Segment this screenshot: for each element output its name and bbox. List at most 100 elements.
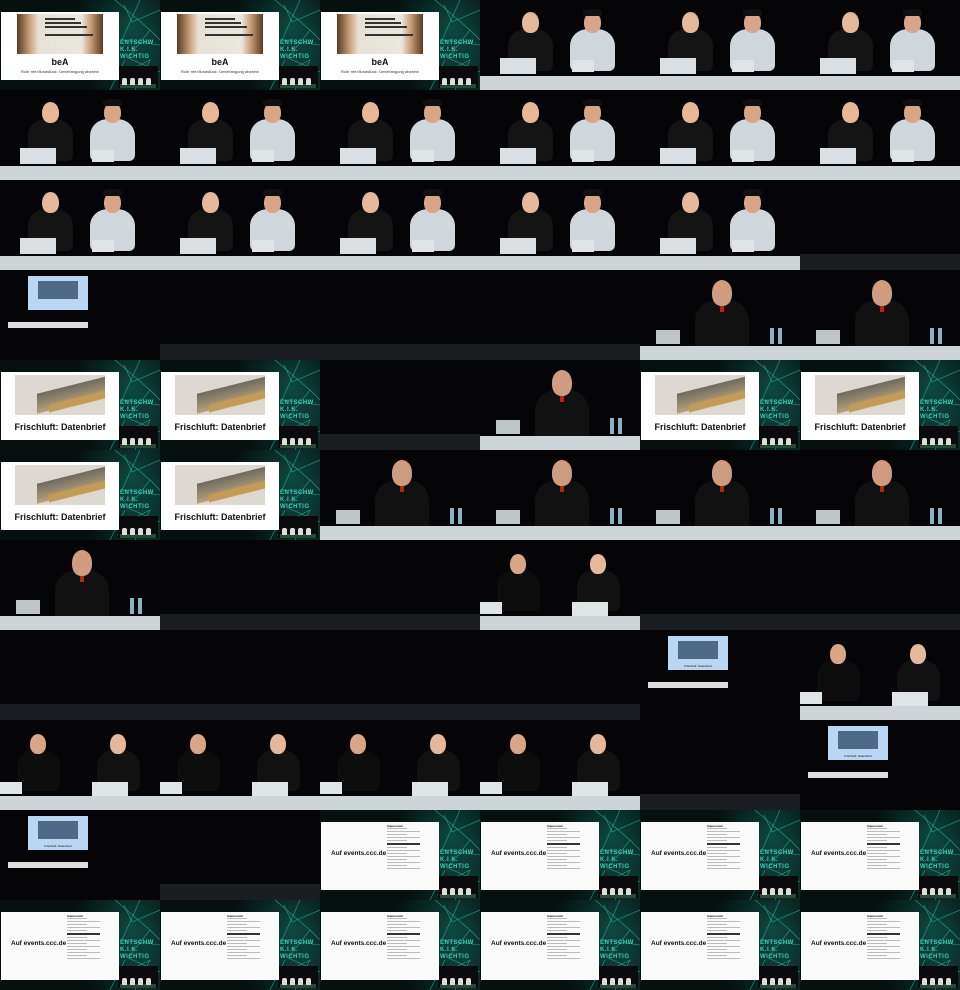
- laptop: [572, 602, 608, 616]
- laptop: [92, 150, 114, 162]
- thumbnail-10: [480, 90, 640, 180]
- thumbnail-59: ENTSCHW K.I.K. WICHTIG Auf events.ccc.de Imp…: [640, 810, 800, 900]
- shirt-collar: [560, 396, 564, 402]
- text-line: [227, 933, 260, 935]
- screen-image: [38, 821, 78, 839]
- laptop: [500, 238, 536, 254]
- thumbnail-40: [480, 540, 640, 630]
- imprint-slide: Auf events.ccc.de Impressum: [801, 912, 919, 980]
- speaker-inset: [118, 966, 158, 988]
- slide-card: Frischluft: Datenbrief: [1, 372, 119, 440]
- cap: [262, 99, 283, 107]
- logo-text: ENTSCHW K.I.K. WICHTIG: [280, 940, 314, 960]
- text-line: [45, 26, 87, 28]
- cap: [582, 9, 603, 17]
- text-line: [867, 840, 887, 841]
- speaker-inset: [918, 966, 958, 988]
- shirt-collar: [560, 486, 564, 492]
- imprint-slide: Auf events.ccc.de Impressum: [481, 822, 599, 890]
- head: [904, 102, 921, 123]
- text-line: [547, 957, 580, 959]
- imprint-text: [227, 918, 273, 961]
- stage-floor: [160, 704, 320, 720]
- body: [496, 570, 540, 611]
- thumbnail-28: [480, 360, 640, 450]
- text-line: [387, 930, 407, 931]
- inset-person: [290, 978, 295, 985]
- desk: [160, 256, 320, 270]
- screen-caption: Frischluft: Datenbrief: [684, 664, 712, 668]
- laptop: [180, 148, 216, 164]
- slide-card: Frischluft: Datenbrief: [1, 462, 119, 530]
- inset-person: [778, 438, 783, 445]
- stage-floor: [8, 862, 88, 868]
- laptop: [656, 510, 680, 524]
- text-line: [867, 855, 900, 857]
- speaker-inset: [278, 426, 318, 448]
- text-line: [387, 921, 420, 922]
- text-line: [547, 843, 580, 845]
- inset-person: [786, 978, 791, 985]
- inset-person: [298, 438, 303, 445]
- text-line: [867, 834, 887, 835]
- stage-floor: [160, 614, 320, 630]
- text-line: [707, 864, 727, 866]
- panel-desk: [0, 630, 150, 670]
- text-line: [67, 948, 87, 950]
- body: [496, 750, 540, 791]
- text-line: [707, 846, 727, 848]
- slide-card: beA Rohr mit Mundstück: Genehmigung abzei…: [321, 12, 439, 80]
- slide-subtitle: Rohr mit Mundstück: Genehmigung abzeihn: [180, 69, 260, 74]
- inset-person: [930, 438, 935, 445]
- shirt-collar: [720, 486, 724, 492]
- text-line: [867, 948, 887, 950]
- inset-person: [290, 78, 295, 85]
- thumbnail-13: [0, 180, 160, 270]
- imprint-title: Auf events.ccc.de: [811, 850, 867, 857]
- shirt-collar: [880, 306, 884, 312]
- thumbnail-44: [160, 630, 320, 720]
- inset-person: [450, 978, 455, 985]
- thumbnail-51: [320, 720, 480, 810]
- speaker-inset: [438, 876, 478, 898]
- laptop: [660, 238, 696, 254]
- text-line: [707, 840, 727, 841]
- logo-text: ENTSCHW K.I.K. WICHTIG: [920, 940, 954, 960]
- imprint-heading: Impressum: [707, 824, 724, 828]
- laptop: [480, 782, 502, 794]
- text-line: [227, 924, 247, 925]
- text-line: [867, 852, 887, 854]
- text-line: [867, 939, 900, 941]
- head: [910, 644, 927, 665]
- panel-desk: [800, 540, 950, 580]
- inset-person: [306, 978, 311, 985]
- slide-photo: [17, 14, 103, 54]
- inset-desk: [280, 534, 316, 538]
- head: [362, 102, 379, 123]
- text-line: [547, 939, 580, 941]
- inset-person: [298, 78, 303, 85]
- imprint-title: Auf events.ccc.de: [491, 940, 547, 947]
- thumbnail-57: ENTSCHW K.I.K. WICHTIG Auf events.ccc.de Imp…: [320, 810, 480, 900]
- screen-image: [38, 281, 78, 299]
- panel-desk: [640, 540, 790, 580]
- text-line: [547, 864, 567, 866]
- laptop: [160, 782, 182, 794]
- text-line: [707, 939, 740, 941]
- text-line: [867, 837, 900, 838]
- inset-person: [466, 78, 471, 85]
- imprint-text: [387, 828, 433, 871]
- stage-floor: [808, 772, 888, 778]
- head: [110, 734, 127, 755]
- inset-desk: [600, 984, 636, 988]
- text-line: [45, 22, 81, 24]
- head: [202, 192, 219, 213]
- laptop: [16, 600, 40, 614]
- bottle: [618, 418, 622, 434]
- panel-desk: [320, 540, 470, 580]
- text-line: [867, 957, 900, 959]
- text-line: [867, 918, 887, 919]
- logo-text: ENTSCHW K.I.K. WICHTIG: [920, 850, 954, 870]
- thumbnail-21: [320, 270, 480, 360]
- thumbnail-37: [0, 540, 160, 630]
